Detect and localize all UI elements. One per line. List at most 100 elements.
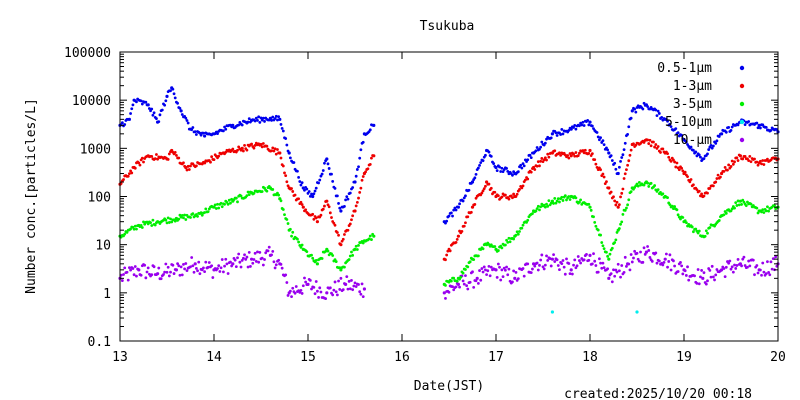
data-point: [761, 159, 765, 162]
data-point: [469, 181, 473, 185]
data-point: [280, 266, 284, 270]
data-point: [246, 190, 250, 194]
data-point: [456, 234, 460, 238]
data-point: [646, 245, 649, 248]
data-point: [647, 142, 651, 145]
x-tick-label: 18: [582, 350, 598, 365]
data-point: [330, 172, 333, 176]
data-point: [203, 134, 207, 138]
data-point: [279, 262, 283, 266]
data-point: [755, 160, 759, 164]
data-point: [612, 268, 615, 272]
data-point: [357, 243, 360, 247]
y-tick-label: 100000: [64, 46, 111, 61]
data-point: [196, 215, 199, 218]
data-point: [285, 180, 289, 184]
data-point: [635, 310, 639, 314]
data-point: [627, 198, 631, 202]
data-point: [628, 268, 632, 272]
data-point: [326, 162, 330, 166]
data-point: [150, 224, 154, 227]
data-point: [279, 199, 283, 203]
data-point: [633, 249, 637, 253]
data-point: [511, 173, 514, 177]
data-point: [695, 154, 699, 158]
data-point: [617, 227, 621, 230]
data-point: [260, 145, 264, 149]
data-point: [246, 120, 250, 124]
data-point: [482, 187, 486, 191]
data-point: [627, 159, 631, 163]
data-point: [328, 211, 332, 215]
data-point: [229, 260, 232, 264]
data-point: [331, 179, 335, 183]
data-point: [459, 275, 463, 279]
data-point: [621, 212, 625, 216]
data-point: [357, 165, 360, 169]
data-point: [619, 275, 622, 279]
data-point: [334, 290, 338, 294]
data-point: [673, 205, 676, 208]
data-point: [326, 249, 330, 253]
data-point: [700, 159, 704, 162]
data-point: [305, 250, 309, 254]
data-point: [643, 138, 647, 142]
data-point: [556, 264, 560, 267]
data-point: [159, 277, 163, 281]
legend-marker: [739, 101, 745, 107]
data-point: [737, 263, 741, 266]
data-point: [341, 288, 345, 292]
data-point: [714, 273, 718, 277]
data-point: [542, 267, 546, 271]
data-point: [212, 158, 216, 161]
data-point: [652, 140, 655, 144]
data-point: [529, 271, 533, 275]
data-point: [774, 255, 778, 259]
data-point: [286, 222, 290, 225]
data-point: [539, 159, 543, 163]
data-point: [311, 194, 315, 199]
data-point: [151, 113, 155, 117]
data-point: [331, 254, 335, 257]
data-point: [707, 148, 711, 151]
data-point: [498, 265, 501, 269]
data-point: [261, 116, 265, 120]
data-point: [147, 107, 151, 110]
data-point: [460, 229, 464, 233]
data-point: [455, 279, 459, 283]
data-point: [708, 268, 712, 272]
data-point: [313, 292, 317, 296]
data-point: [637, 259, 641, 263]
data-point: [227, 198, 231, 202]
data-point: [264, 251, 268, 255]
data-point: [476, 254, 480, 258]
data-point: [610, 280, 614, 284]
data-point: [191, 212, 195, 216]
data-point: [545, 202, 548, 206]
data-point: [185, 119, 189, 122]
data-point: [594, 224, 598, 228]
data-point: [203, 211, 207, 214]
data-point: [180, 273, 184, 277]
data-point: [348, 222, 352, 226]
data-point: [164, 99, 168, 103]
data-point: [570, 272, 574, 276]
data-point: [589, 208, 593, 212]
data-point: [469, 210, 473, 214]
data-point: [243, 253, 246, 257]
data-point: [346, 197, 350, 201]
data-point: [466, 215, 470, 219]
data-point: [773, 204, 776, 208]
data-point: [500, 268, 504, 272]
data-point: [247, 193, 251, 196]
data-point: [468, 260, 472, 264]
data-point: [719, 215, 722, 219]
data-point: [173, 150, 177, 154]
data-point: [627, 262, 631, 266]
data-point: [357, 283, 360, 286]
data-point: [172, 92, 176, 96]
data-point: [285, 218, 289, 221]
data-point: [488, 274, 492, 278]
data-point: [727, 163, 731, 167]
data-point: [350, 250, 353, 254]
